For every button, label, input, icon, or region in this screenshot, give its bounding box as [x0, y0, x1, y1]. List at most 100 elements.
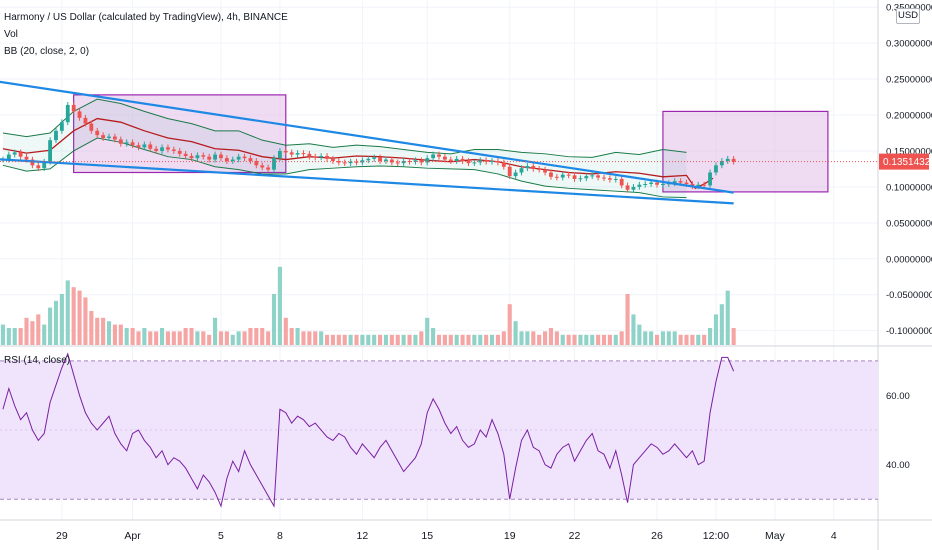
candle-body	[643, 184, 648, 185]
volume-bar	[495, 334, 500, 345]
candle-body	[661, 184, 665, 185]
candle-body	[607, 178, 612, 180]
volume-bar	[725, 290, 730, 345]
time-axis-tick: 8	[277, 530, 283, 542]
candle-body	[24, 156, 29, 160]
time-axis-tick: 12:00	[703, 530, 729, 542]
volume-bar	[101, 317, 106, 345]
candle-body	[708, 172, 712, 186]
candle-body	[613, 178, 618, 180]
volume-bar	[236, 331, 241, 345]
volume-bar	[24, 317, 29, 345]
range-box-2	[662, 110, 829, 193]
candle-body	[472, 162, 477, 164]
volume-bar	[554, 331, 559, 345]
time-axis-tick: 15	[421, 530, 433, 542]
candle-body	[266, 167, 271, 170]
candle-body	[684, 182, 689, 184]
volume-bar	[289, 328, 294, 345]
last-price-tag-bg	[879, 153, 929, 170]
volume-bar	[631, 314, 636, 345]
volume-bar	[501, 331, 506, 345]
candle-body	[389, 159, 394, 163]
candle-body	[731, 158, 736, 162]
candle-body	[95, 130, 100, 136]
time-axis-tick: 4	[831, 530, 837, 542]
candle-body	[213, 154, 217, 160]
volume-bar	[295, 328, 300, 345]
candle-body	[325, 155, 329, 159]
candle-body	[71, 104, 76, 112]
volume-bar	[401, 334, 406, 345]
candle-body	[42, 161, 47, 169]
candle-body	[242, 156, 247, 159]
bb-upper-line	[2, 98, 687, 158]
volume-bar	[378, 334, 383, 345]
volume-bar	[719, 304, 724, 345]
bollinger-bands-label[interactable]: BB (20, close, 2, 0)	[4, 46, 90, 57]
volume-bar	[213, 317, 218, 345]
candle-body	[12, 152, 17, 155]
volume-bar	[413, 334, 418, 345]
candle-body	[336, 161, 341, 163]
currency-button[interactable]: USD	[896, 8, 920, 24]
candle-body	[531, 166, 536, 169]
volume-bar	[442, 334, 447, 345]
volume-bar	[619, 331, 624, 345]
candle-body	[48, 140, 53, 162]
volume-bar	[148, 331, 153, 345]
volume-bar	[448, 334, 453, 345]
candle-body	[678, 181, 683, 183]
candle-body	[30, 159, 35, 166]
candle-body	[360, 160, 365, 163]
candle-body	[207, 156, 212, 160]
candle-body	[124, 142, 129, 144]
candle-body	[77, 111, 82, 118]
candle-body	[6, 154, 11, 160]
volume-bar	[159, 328, 165, 345]
volume-indicator-label[interactable]: Vol	[4, 29, 18, 40]
candle-body	[719, 161, 724, 166]
candle-body	[602, 177, 606, 179]
candle-body	[407, 161, 412, 162]
volume-bar	[472, 334, 477, 345]
candle-body	[631, 186, 636, 190]
candle-body	[714, 165, 718, 173]
candle-body	[195, 155, 200, 159]
volume-bar	[189, 328, 194, 345]
rsi-indicator-label[interactable]: RSI (14, close)	[4, 355, 71, 366]
volume-bar	[12, 328, 17, 345]
candle-body	[649, 182, 654, 184]
rsi-axis-tick: 60.00	[886, 391, 910, 402]
volume-bar	[183, 328, 188, 345]
volume-bar	[537, 334, 542, 345]
volume-bar	[383, 334, 389, 345]
volume-bar	[431, 328, 436, 345]
rsi-axis-tick: 40.00	[886, 460, 910, 471]
candle-body	[372, 157, 377, 159]
candle-body	[101, 135, 106, 138]
candle-body	[619, 178, 624, 186]
volume-bar	[531, 331, 536, 345]
candle-body	[154, 148, 159, 151]
volume-bar	[260, 328, 265, 345]
trendline-2	[0, 158, 734, 205]
candle-body	[142, 144, 147, 148]
volume-bar	[731, 328, 736, 345]
candle-body	[537, 168, 542, 170]
volume-bar	[313, 331, 318, 345]
candle-body	[307, 153, 312, 157]
volume-bar	[460, 334, 465, 345]
volume-bar	[136, 331, 141, 345]
candle-body	[201, 155, 206, 157]
volume-bar	[637, 324, 642, 345]
candle-body	[690, 184, 695, 187]
candle-body	[578, 178, 583, 180]
volume-bar	[271, 294, 277, 345]
volume-bar	[366, 334, 371, 345]
candle-body	[384, 159, 388, 161]
volume-bar	[572, 334, 577, 345]
volume-bar	[112, 324, 117, 345]
candle-body	[725, 158, 730, 161]
